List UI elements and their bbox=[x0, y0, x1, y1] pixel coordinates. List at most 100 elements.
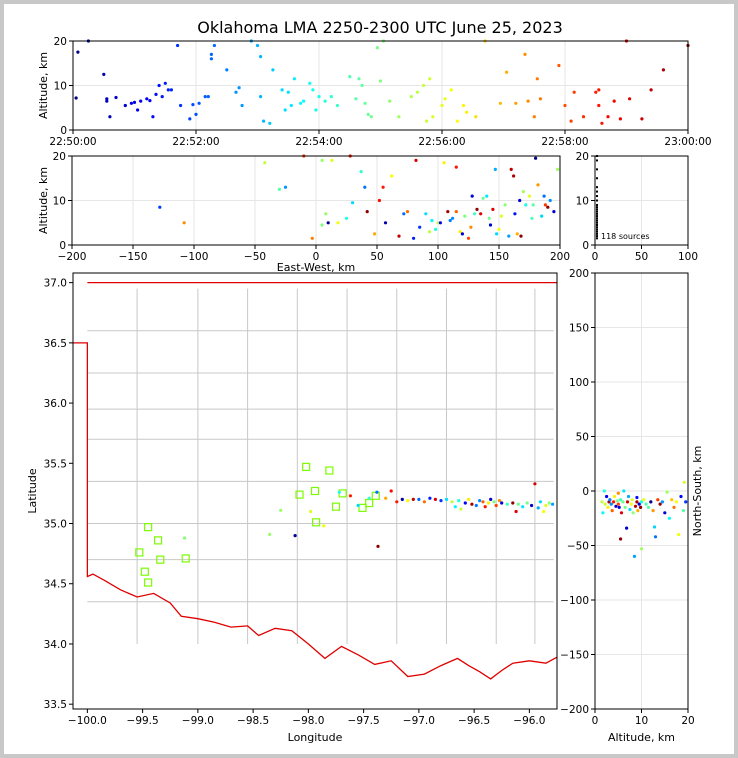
east-west-point bbox=[488, 223, 493, 227]
ns-alt-axis-tick-label: 10 bbox=[635, 715, 648, 727]
east-west-point bbox=[336, 221, 340, 225]
time-altitude-point bbox=[151, 115, 155, 119]
time-alt-axis-tick-label: 10 bbox=[54, 81, 67, 93]
histogram-bar bbox=[596, 177, 598, 180]
east-west-point bbox=[390, 174, 394, 178]
east-west-point bbox=[283, 185, 288, 189]
east-west-point bbox=[277, 187, 281, 191]
time-axis-tick-label: 22:50:00 bbox=[49, 136, 96, 148]
plan-view-point bbox=[384, 496, 388, 500]
time-altitude-point bbox=[569, 119, 573, 123]
histogram-bar bbox=[596, 190, 598, 193]
plan-view-point bbox=[367, 496, 371, 500]
time-altitude-point bbox=[329, 95, 333, 99]
time-altitude-point bbox=[145, 97, 149, 101]
hist-alt-axis-tick-label: 0 bbox=[582, 240, 589, 252]
east-west-point bbox=[473, 212, 477, 216]
east-west-point bbox=[475, 207, 479, 211]
east-west-point bbox=[454, 165, 458, 169]
time-altitude-point bbox=[292, 77, 296, 81]
plan-view-point bbox=[395, 500, 399, 504]
plan-view-point bbox=[474, 503, 478, 508]
time-altitude-point bbox=[188, 117, 192, 121]
east-west-point bbox=[263, 161, 267, 165]
plan-view-point bbox=[486, 501, 491, 505]
north-south-point bbox=[628, 507, 632, 512]
lat-axis-tick-label: 36.0 bbox=[44, 398, 67, 410]
plan-view-point bbox=[428, 496, 432, 500]
east-west-point bbox=[182, 221, 186, 225]
time-altitude-point bbox=[461, 103, 466, 108]
plan-view-point bbox=[453, 505, 457, 509]
time-altitude-point bbox=[572, 90, 576, 94]
time-altitude-point bbox=[114, 95, 118, 100]
histogram-bar bbox=[596, 230, 598, 233]
north-south-point bbox=[672, 505, 676, 509]
lma-figure: Oklahoma LMA 2250-2300 UTC June 25, 2023… bbox=[26, 18, 712, 744]
east-west-point bbox=[540, 214, 544, 218]
time-altitude-point bbox=[302, 99, 306, 103]
time-altitude-point bbox=[581, 115, 586, 119]
east-west-point bbox=[460, 232, 464, 236]
time-altitude-point bbox=[415, 90, 419, 94]
lat-axis-tick-label: 37.0 bbox=[44, 278, 67, 290]
east-west-point bbox=[424, 212, 428, 216]
east-west-xlabel: East-West, km bbox=[277, 261, 355, 274]
plan-view-point bbox=[500, 501, 504, 505]
time-altitude-point bbox=[523, 52, 527, 57]
lon-axis-tick-label: −100.0 bbox=[68, 715, 107, 727]
east-west-point bbox=[377, 198, 381, 203]
east-west-point bbox=[463, 214, 467, 218]
north-south-point bbox=[614, 504, 618, 508]
ns-alt-axis-tick-label: 0 bbox=[592, 715, 599, 727]
east-west-ylabel: Altitude, km bbox=[37, 167, 50, 234]
east-west-point bbox=[326, 221, 330, 225]
time-altitude-point bbox=[369, 115, 373, 119]
histogram-bar bbox=[596, 221, 598, 224]
east-west-point bbox=[469, 225, 473, 229]
histogram-bar bbox=[596, 235, 598, 238]
plan-view-point bbox=[478, 499, 482, 503]
north-south-point bbox=[600, 500, 604, 504]
time-altitude-point bbox=[428, 77, 432, 81]
station-marker bbox=[156, 555, 165, 564]
east-west-point bbox=[383, 221, 388, 225]
histogram-bar bbox=[596, 210, 598, 213]
north-south-point bbox=[663, 511, 667, 515]
time-altitude-point bbox=[163, 81, 167, 85]
time-altitude-point bbox=[289, 103, 293, 108]
station-marker bbox=[302, 462, 311, 472]
ew-alt-axis-tick-label: 20 bbox=[53, 151, 66, 163]
time-altitude-point bbox=[498, 101, 502, 105]
time-altitude-point bbox=[209, 52, 213, 57]
ew-axis-tick-label: 200 bbox=[550, 251, 570, 263]
plan-view-point bbox=[489, 497, 493, 501]
time-altitude-point bbox=[255, 43, 260, 48]
hist-alt-axis-tick-label: 10 bbox=[576, 196, 589, 208]
ns-tick-label: 150 bbox=[569, 323, 589, 335]
east-west-point bbox=[418, 225, 422, 229]
north-south-point bbox=[651, 509, 655, 513]
time-altitude-point bbox=[474, 115, 478, 119]
north-south-point bbox=[606, 505, 610, 509]
north-south-point bbox=[660, 500, 665, 504]
plan-view-point bbox=[494, 503, 498, 508]
east-west-point bbox=[495, 232, 499, 236]
time-altitude-point bbox=[154, 92, 158, 96]
east-west-point bbox=[481, 196, 485, 200]
histogram-bar bbox=[596, 226, 598, 229]
north-south-point bbox=[625, 526, 629, 530]
east-west-point bbox=[359, 170, 363, 174]
time-axis-tick-label: 22:52:00 bbox=[172, 136, 219, 148]
north-south-point bbox=[619, 537, 623, 541]
plan-view-point bbox=[547, 501, 551, 505]
station-marker bbox=[135, 548, 144, 557]
north-south-ylabel: North-South, km bbox=[691, 446, 704, 537]
ew-axis-tick-label: 50 bbox=[370, 251, 383, 263]
north-south-point bbox=[656, 498, 660, 502]
lon-axis-tick-label: −99.5 bbox=[127, 715, 159, 727]
east-west-point bbox=[536, 183, 540, 187]
north-south-point bbox=[649, 500, 653, 504]
north-south-point bbox=[677, 533, 681, 537]
time-altitude-point bbox=[354, 97, 358, 101]
